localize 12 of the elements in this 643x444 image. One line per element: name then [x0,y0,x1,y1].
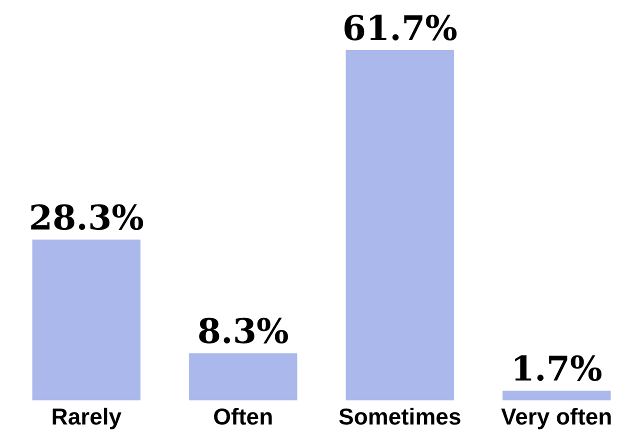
data-label: 1.7% [510,350,602,390]
x-tick-label: Sometimes [338,404,462,430]
x-tick-label: Very often [501,404,612,430]
data-label: 61.7% [342,8,458,49]
data-label: 28.3% [28,198,144,239]
bar [502,390,611,400]
x-tick-label: Rarely [51,404,122,430]
bar [346,50,454,400]
bar [189,353,298,400]
data-label: 8.3% [197,312,289,352]
x-tick-label: Often [213,404,274,430]
bar [32,240,140,400]
